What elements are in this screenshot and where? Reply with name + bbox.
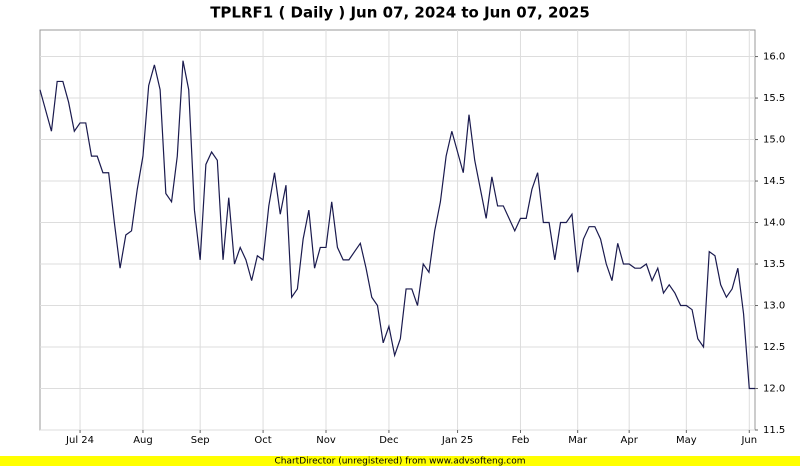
y-tick-label: 14.5 — [763, 176, 785, 187]
price-line — [39, 60, 755, 390]
y-tick-label: 12.5 — [763, 342, 785, 353]
y-tick-label: 12.0 — [763, 384, 785, 395]
x-tick-label: Apr — [621, 435, 639, 446]
x-tick-label: Nov — [316, 435, 336, 446]
y-tick-label: 15.0 — [763, 135, 785, 146]
x-tick-label: Jan 25 — [441, 435, 473, 446]
footer: ChartDirector (unregistered) from www.ad… — [274, 457, 525, 466]
x-tick-label: Aug — [133, 435, 153, 446]
x-tick-label: Dec — [379, 435, 398, 446]
footer-band — [0, 456, 800, 466]
chart-title: TPLRF1 ( Daily ) Jun 07, 2024 to Jun 07,… — [210, 4, 590, 22]
y-tick-label: 13.0 — [763, 301, 785, 312]
x-tick-label: Sep — [191, 435, 210, 446]
x-tick-label: Oct — [254, 435, 271, 446]
plot-area — [39, 29, 756, 431]
x-tick-label: Mar — [568, 435, 588, 446]
y-tick-label: 14.0 — [763, 218, 785, 229]
y-tick-label: 15.5 — [763, 93, 785, 104]
x-tick-label: Jun — [740, 435, 757, 446]
y-tick-label: 16.0 — [763, 52, 785, 63]
x-tick-label: Jul 24 — [65, 435, 94, 446]
x-tick-label: Feb — [512, 435, 530, 446]
y-tick-label: 11.5 — [763, 425, 785, 436]
y-tick-label: 13.5 — [763, 259, 785, 270]
x-tick-label: May — [676, 435, 697, 446]
